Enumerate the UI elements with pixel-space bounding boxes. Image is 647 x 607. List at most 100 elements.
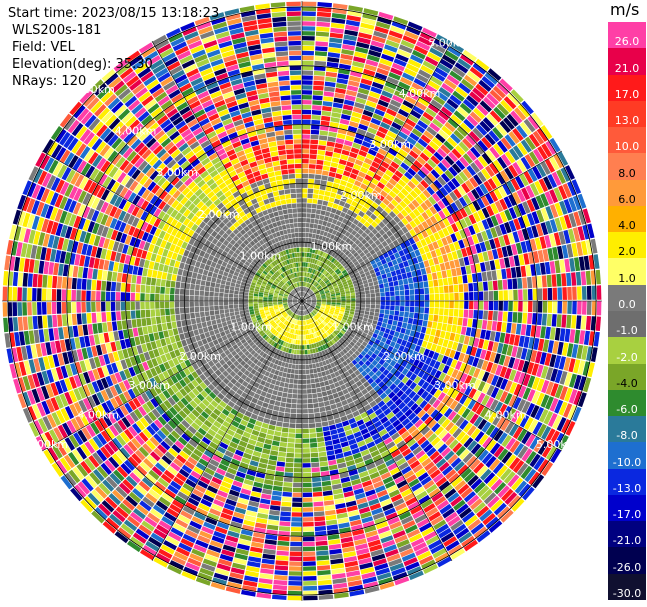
velocity-gate: [305, 364, 310, 370]
velocity-gate: [433, 519, 447, 530]
velocity-gate: [377, 16, 392, 25]
velocity-gate: [333, 275, 339, 280]
velocity-gate: [485, 330, 491, 340]
velocity-gate: [327, 394, 334, 401]
velocity-gate: [364, 353, 371, 360]
velocity-gate: [472, 200, 481, 211]
velocity-gate: [187, 497, 200, 507]
velocity-gate: [316, 298, 321, 300]
velocity-gate: [367, 278, 373, 283]
velocity-gate: [317, 255, 322, 261]
velocity-gate: [204, 432, 214, 441]
velocity-gate: [509, 334, 516, 345]
velocity-gate: [253, 425, 261, 432]
velocity-gate: [457, 275, 463, 284]
velocity-gate: [386, 485, 398, 494]
velocity-gate: [321, 391, 328, 397]
velocity-gate: [418, 69, 432, 79]
velocity-gate: [326, 410, 333, 416]
velocity-gate: [275, 466, 285, 472]
velocity-gate: [232, 344, 239, 350]
velocity-gate: [311, 298, 316, 300]
velocity-gate: [175, 391, 184, 400]
velocity-gate: [145, 390, 154, 400]
velocity-gate: [70, 418, 81, 431]
velocity-gate: [496, 416, 506, 429]
velocity-gate: [464, 471, 476, 483]
velocity-gate: [133, 408, 143, 420]
velocity-gate: [547, 248, 554, 261]
velocity-gate: [322, 257, 327, 263]
velocity-gate: [596, 301, 602, 316]
velocity-gate: [331, 302, 336, 305]
velocity-gate: [325, 186, 332, 192]
velocity-gate: [235, 400, 243, 407]
velocity-gate: [497, 485, 510, 498]
velocity-gate: [373, 30, 388, 39]
velocity-gate: [318, 272, 322, 278]
velocity-gate: [425, 144, 436, 155]
velocity-gate: [398, 484, 410, 493]
velocity-gate: [443, 308, 449, 316]
velocity-gate: [439, 246, 447, 255]
velocity-gate: [327, 52, 341, 58]
velocity-gate: [472, 212, 481, 223]
velocity-gate: [319, 230, 325, 236]
velocity-gate: [139, 500, 152, 512]
velocity-gate: [513, 383, 522, 396]
velocity-gate: [226, 374, 233, 381]
velocity-gate: [484, 350, 492, 361]
velocity-gate: [323, 312, 328, 316]
velocity-gate: [515, 175, 525, 189]
velocity-gate: [353, 137, 363, 145]
velocity-gate: [380, 450, 391, 458]
velocity-gate: [310, 285, 314, 290]
velocity-gate: [285, 403, 292, 408]
velocity-gate: [386, 441, 396, 450]
velocity-gate: [193, 511, 206, 521]
velocity-gate: [381, 384, 389, 392]
velocity-gate: [307, 289, 311, 294]
velocity-gate: [467, 399, 477, 410]
velocity-gate: [134, 434, 145, 446]
velocity-gate: [308, 253, 312, 258]
velocity-gate: [298, 305, 301, 310]
velocity-gate: [519, 173, 529, 187]
velocity-gate: [366, 462, 376, 471]
velocity-gate: [492, 85, 506, 99]
velocity-gate: [335, 453, 344, 459]
velocity-gate: [549, 137, 561, 153]
velocity-gate: [376, 441, 386, 450]
velocity-gate: [197, 480, 209, 489]
velocity-gate: [321, 296, 326, 298]
velocity-gate: [314, 179, 321, 185]
velocity-gate: [325, 290, 330, 294]
velocity-gate: [443, 315, 449, 324]
velocity-gate: [348, 240, 354, 246]
velocity-gate: [297, 394, 302, 399]
velocity-gate: [292, 313, 296, 318]
velocity-gate: [398, 249, 405, 257]
velocity-gate: [395, 204, 404, 212]
velocity-gate: [508, 207, 517, 219]
velocity-gate: [439, 308, 444, 316]
velocity-gate: [244, 448, 254, 455]
velocity-gate: [313, 223, 318, 229]
velocity-gate: [465, 179, 475, 191]
velocity-gate: [393, 224, 401, 232]
velocity-gate: [362, 432, 371, 440]
velocity-gate: [320, 328, 325, 334]
velocity-gate: [392, 471, 403, 480]
velocity-gate: [189, 553, 204, 563]
velocity-gate: [308, 173, 315, 179]
velocity-gate: [332, 229, 338, 236]
velocity-gate: [353, 163, 362, 171]
velocity-gate: [360, 307, 365, 311]
velocity-gate: [438, 87, 452, 98]
velocity-gate: [349, 589, 365, 597]
velocity-gate: [322, 285, 327, 289]
velocity-gate: [265, 354, 270, 361]
velocity-gate: [591, 301, 597, 316]
velocity-gate: [513, 218, 521, 231]
velocity-gate: [296, 315, 299, 320]
